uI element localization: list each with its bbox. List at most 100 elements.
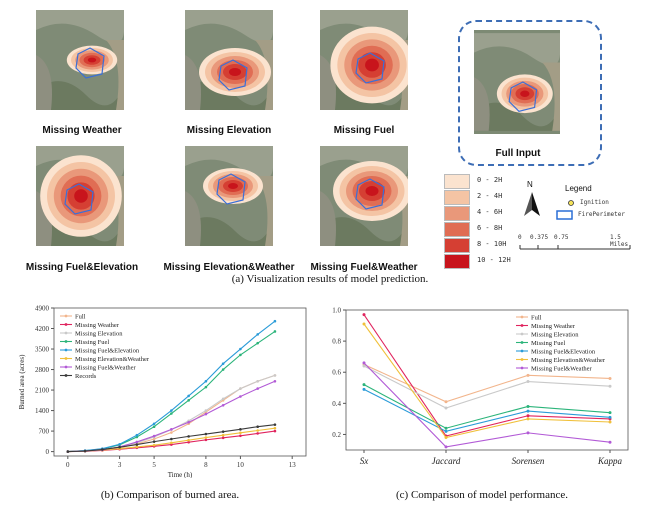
data-point (187, 394, 190, 398)
data-point (170, 428, 173, 431)
caption-a-text: Visualization results of model predictio… (246, 273, 429, 285)
time-legend-label: 10 - 12H (477, 256, 511, 264)
ignition-icon (568, 200, 574, 206)
data-point (273, 423, 277, 426)
data-point (273, 429, 277, 433)
data-point (362, 383, 366, 387)
legend-marker (64, 323, 68, 326)
full-input-frame (458, 20, 602, 166)
legend-label: Full (75, 313, 86, 320)
data-point (526, 431, 530, 435)
y-tick-label: 3500 (35, 346, 50, 354)
x-tick-label: Jaccard (432, 456, 461, 466)
y-tick-label: 2100 (35, 387, 50, 395)
map-missing-elevation (185, 10, 273, 110)
data-point (362, 364, 366, 368)
legend-marker (520, 366, 524, 370)
scale-bar-icon (519, 245, 631, 250)
series-line (67, 380, 276, 453)
series-line (363, 314, 611, 437)
legend-marker (64, 374, 68, 377)
perimeter-legend: FirePerimeter (556, 209, 646, 221)
data-point (239, 347, 242, 351)
legend-label: Missing Elevation&Weather (75, 356, 150, 363)
data-point (273, 330, 277, 333)
data-point (273, 319, 277, 323)
legend-label: Missing Weather (531, 323, 576, 330)
legend-label: Missing Fuel (531, 340, 565, 347)
data-point (187, 420, 190, 424)
map-missing-fuel-elevation-image (36, 146, 124, 246)
data-point (221, 397, 225, 401)
caption-c-text: Comparison of model performance. (410, 489, 568, 501)
map-missing-fuel-weather-image (320, 146, 408, 246)
legend-marker (520, 358, 524, 361)
data-point (608, 411, 612, 415)
data-point (256, 333, 259, 336)
data-point (187, 435, 190, 438)
data-point (444, 426, 448, 430)
data-point (204, 436, 208, 439)
data-point (526, 409, 530, 413)
data-point (608, 384, 612, 388)
data-point (256, 379, 259, 383)
data-point (256, 429, 259, 432)
data-point (170, 412, 173, 415)
data-point (608, 440, 612, 444)
time-legend-swatch (444, 174, 470, 189)
series-line (363, 363, 611, 403)
time-legend-swatch (444, 222, 470, 237)
map-full-input-image (474, 33, 560, 131)
data-point (526, 414, 530, 418)
legend-label: Missing Fuel&Elevation (75, 347, 140, 354)
data-point (526, 404, 530, 408)
legend-marker (64, 340, 68, 343)
data-point (256, 387, 259, 390)
time-legend-swatch (444, 206, 470, 221)
y-tick-label: 0.8 (332, 338, 341, 346)
data-point (135, 445, 139, 449)
data-point (221, 362, 225, 365)
data-point (152, 443, 156, 447)
perimeter-icon (556, 210, 573, 220)
scale-label-0: 0 (518, 234, 522, 241)
data-point (526, 380, 530, 384)
y-tick-label: 0.6 (332, 369, 341, 377)
series-line (363, 323, 611, 439)
data-point (256, 432, 259, 435)
map-missing-fuel (320, 10, 408, 110)
caption-c: (c) Comparison of model performance. (372, 489, 592, 501)
time-legend-label: 2 - 4H (477, 192, 503, 200)
x-tick-label: 8 (204, 461, 208, 469)
data-point (273, 379, 277, 383)
map-caption-full-input: Full Input (495, 148, 541, 159)
x-tick-label: 5 (152, 461, 156, 469)
time-legend-label: 8 - 10H (477, 240, 507, 248)
time-legend-label: 0 - 2H (477, 176, 503, 184)
legend-label: Missing Elevation&Weather (531, 357, 606, 364)
legend-marker (520, 349, 524, 353)
data-point (135, 440, 139, 444)
y-tick-label: 0.4 (332, 400, 341, 408)
data-point (239, 387, 242, 390)
data-point (170, 441, 173, 445)
plot-frame (53, 307, 307, 457)
data-point (221, 368, 225, 371)
x-tick-label: 0 (66, 461, 70, 469)
map-caption-missing-elevation: Missing Elevation (186, 125, 272, 136)
data-point (187, 440, 190, 444)
data-point (204, 432, 208, 436)
map-missing-fuel-elevation (36, 146, 124, 246)
map-caption-missing-elevation-weather: Missing Elevation&Weather (163, 262, 295, 273)
legend-label: Missing Weather (75, 322, 120, 329)
data-point (187, 399, 190, 402)
x-tick-label: Sorensen (512, 456, 545, 466)
y-tick-label: 4200 (35, 325, 50, 333)
data-point (66, 450, 70, 453)
scale-label-1: 0.375 (530, 234, 549, 241)
x-tick-label: Kappa (597, 456, 623, 466)
data-point (239, 434, 242, 438)
scale-bar: 0 0.375 0.75 1.5 Miles (518, 232, 638, 254)
model-performance-chart: 0.2 0.4 0.6 0.8 1.0 Sx Jaccard Sorensen Kappa Ful… (332, 307, 629, 466)
map-missing-elevation-weather-image (185, 146, 273, 246)
